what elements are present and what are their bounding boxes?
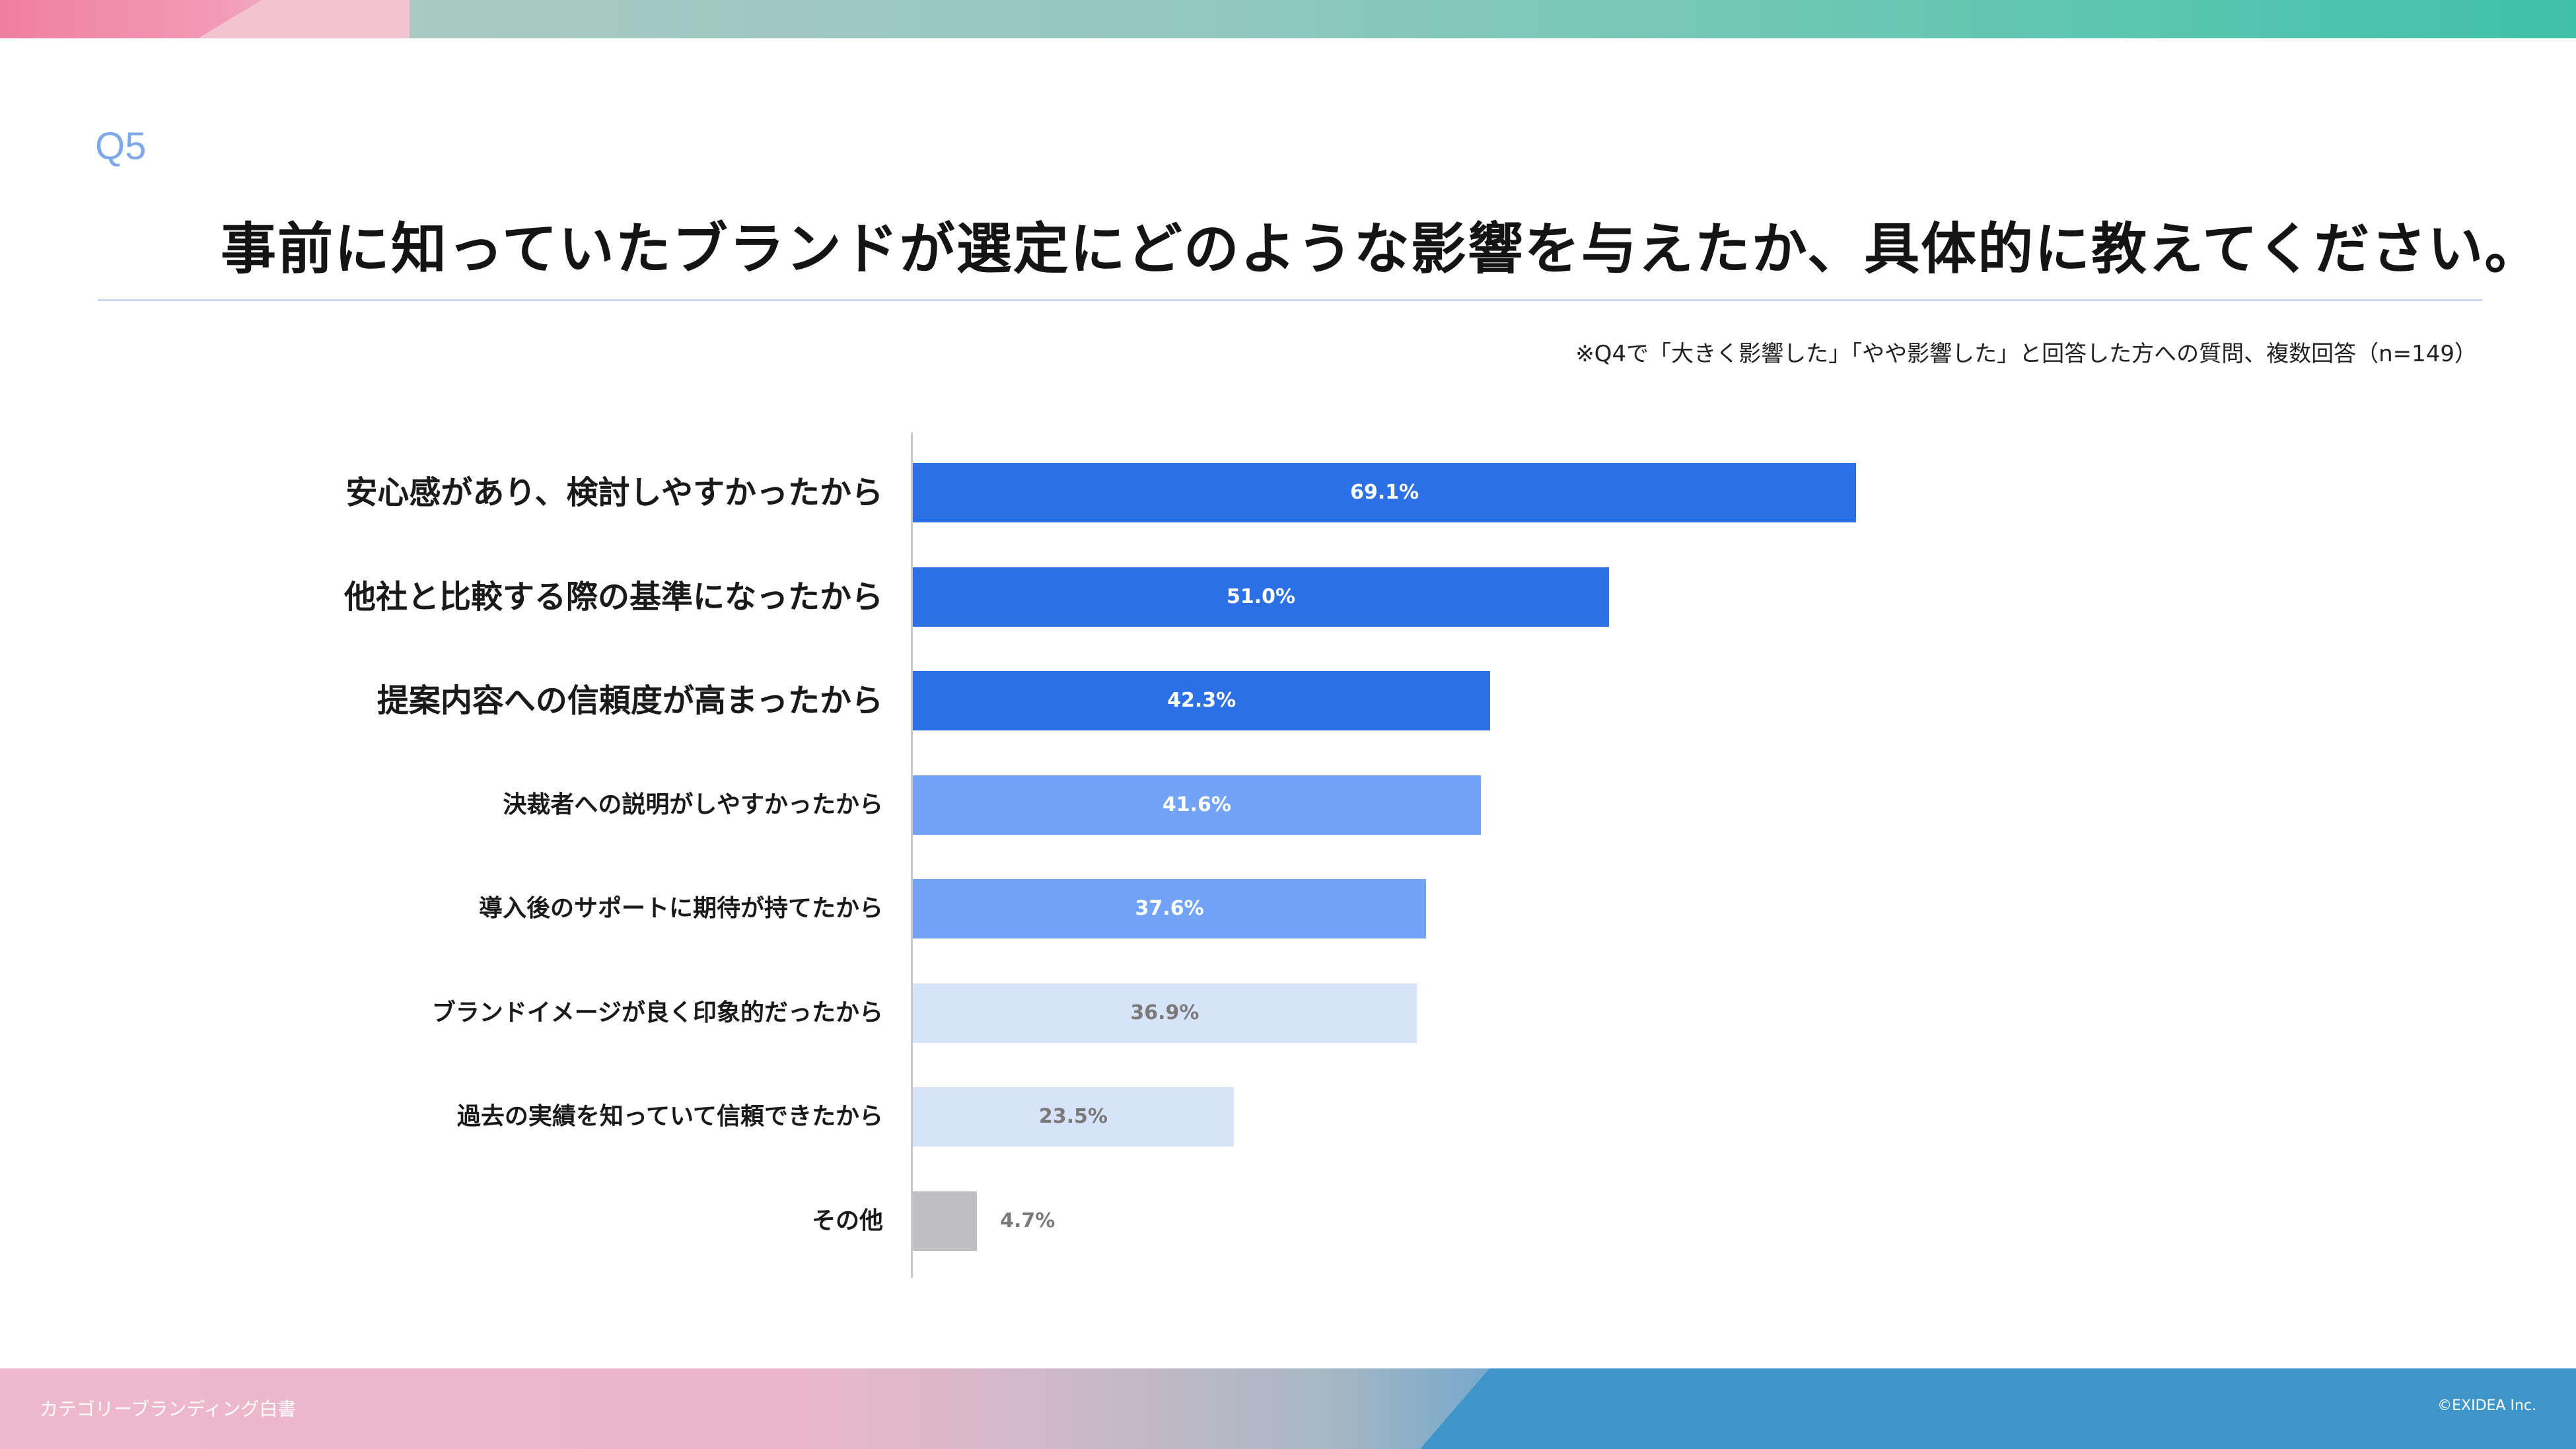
bar-row: ブランドイメージが良く印象的だったから 36.9% bbox=[0, 983, 2576, 1043]
category-label: 過去の実績を知っていて信頼できたから bbox=[456, 1103, 883, 1130]
bar-row: 提案内容への信頼度が高まったから 42.3% bbox=[0, 671, 2576, 730]
bar-row: 過去の実績を知っていて信頼できたから 23.5% bbox=[0, 1087, 2576, 1147]
value-label: 36.9% bbox=[1130, 1001, 1199, 1024]
value-label: 4.7% bbox=[1000, 1209, 1055, 1232]
top-decorative-band bbox=[0, 0, 2576, 38]
bar-row: 他社と比較する際の基準になったから 51.0% bbox=[0, 567, 2576, 627]
bar bbox=[913, 983, 1417, 1043]
bar bbox=[913, 1191, 978, 1251]
category-label: その他 bbox=[811, 1207, 883, 1234]
value-label: 41.6% bbox=[1162, 793, 1231, 816]
bar-row: その他 4.7% bbox=[0, 1191, 2576, 1251]
bar-row: 導入後のサポートに期待が持てたから 37.6% bbox=[0, 879, 2576, 938]
value-label: 23.5% bbox=[1038, 1105, 1108, 1128]
bottom-band-accent bbox=[1420, 1368, 2576, 1449]
value-label: 42.3% bbox=[1167, 689, 1236, 712]
footer-brand: カテゴリーブランディング白書 bbox=[40, 1398, 297, 1420]
category-label: 決裁者への説明がしやすかったから bbox=[503, 791, 883, 818]
category-label: 他社と比較する際の基準になったから bbox=[343, 579, 883, 616]
bar bbox=[913, 1087, 1234, 1147]
survey-note: ※Q4で「大きく影響した」「やや影響した」と回答した方への質問、複数回答（n=1… bbox=[1575, 341, 2477, 367]
category-label: 安心感があり、検討しやすかったから bbox=[345, 474, 883, 511]
bottom-decorative-band bbox=[0, 1368, 2576, 1449]
category-axis-line bbox=[911, 433, 913, 1278]
category-label: 提案内容への信頼度が高まったから bbox=[376, 682, 883, 719]
category-label: 導入後のサポートに期待が持てたから bbox=[478, 895, 883, 922]
question-label: Q5 bbox=[95, 125, 147, 168]
title-divider bbox=[98, 299, 2482, 301]
bar bbox=[913, 775, 1481, 835]
bar-row: 安心感があり、検討しやすかったから 69.1% bbox=[0, 463, 2576, 522]
bar bbox=[913, 671, 1491, 730]
value-label: 37.6% bbox=[1135, 897, 1204, 920]
footer-copyright: ©EXIDEA Inc. bbox=[2437, 1397, 2536, 1414]
bar bbox=[913, 463, 1857, 522]
value-label: 51.0% bbox=[1227, 585, 1296, 608]
category-label: ブランドイメージが良く印象的だったから bbox=[431, 999, 883, 1026]
bar bbox=[913, 879, 1427, 938]
value-label: 69.1% bbox=[1350, 481, 1419, 504]
bar-row: 決裁者への説明がしやすかったから 41.6% bbox=[0, 775, 2576, 835]
page-title: 事前に知っていたブランドが選定にどのような影響を与えたか、具体的に教えてください… bbox=[221, 217, 2542, 281]
bar bbox=[913, 567, 1610, 627]
